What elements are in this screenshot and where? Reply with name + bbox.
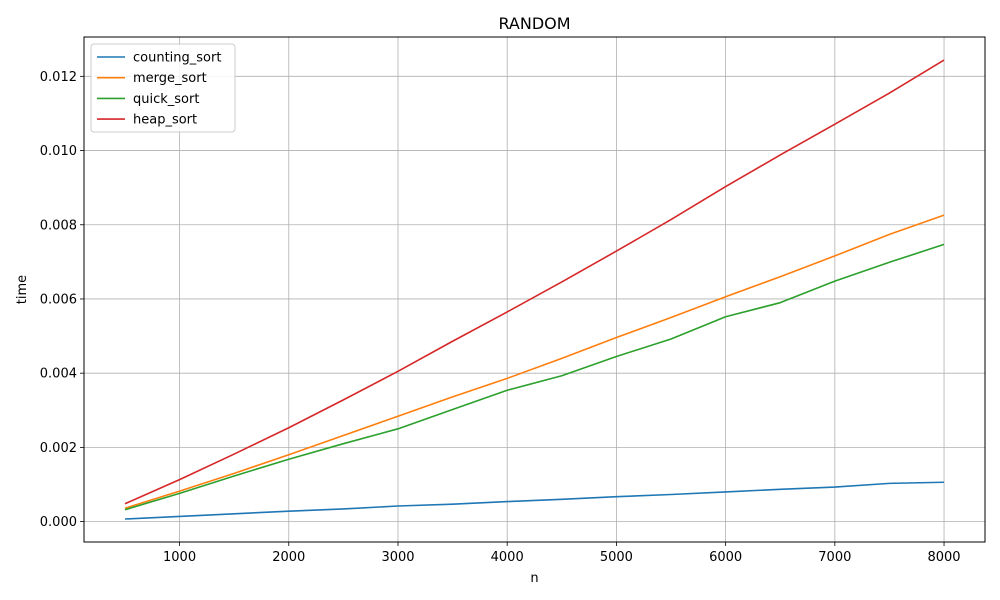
series-lines [124, 59, 945, 520]
x-axis: 1000 2000 3000 4000 5000 6000 7000 8000 [163, 542, 961, 565]
grid [84, 37, 985, 542]
series-line-counting-sort [124, 481, 945, 520]
y-tick-label: 0.010 [40, 144, 77, 159]
x-tick-label: 3000 [381, 550, 414, 565]
y-tick-label: 0.002 [40, 441, 77, 456]
x-axis-label: n [530, 571, 538, 586]
y-axis: 0.000 0.002 0.004 0.006 0.008 0.010 0.012 [40, 70, 84, 530]
y-tick-label: 0.012 [40, 70, 77, 85]
y-axis-label: time [15, 275, 30, 304]
series-line-heap-sort [124, 59, 945, 505]
x-tick-label: 6000 [709, 550, 742, 565]
y-tick-label: 0.006 [40, 292, 77, 307]
y-tick-label: 0.008 [40, 218, 77, 233]
legend-box [90, 43, 236, 133]
x-tick-label: 8000 [927, 550, 960, 565]
plot-frame [83, 36, 986, 543]
x-tick-label: 7000 [818, 550, 851, 565]
x-tick-label: 4000 [491, 550, 524, 565]
y-tick-label: 0.000 [40, 515, 77, 530]
chart-title: RANDOM [498, 14, 570, 33]
legend: counting_sort merge_sort quick_sort heap_so… [90, 43, 236, 133]
x-tick-label: 1000 [163, 550, 196, 565]
series-line-quick-sort [124, 243, 945, 511]
legend-label: heap_sort [133, 113, 197, 128]
legend-label: counting_sort [133, 51, 221, 66]
legend-label: merge_sort [133, 71, 207, 86]
series-line-merge-sort [124, 214, 945, 509]
x-tick-label: 5000 [600, 550, 633, 565]
y-tick-label: 0.004 [40, 367, 77, 382]
legend-label: quick_sort [133, 92, 199, 107]
x-tick-label: 2000 [272, 550, 305, 565]
